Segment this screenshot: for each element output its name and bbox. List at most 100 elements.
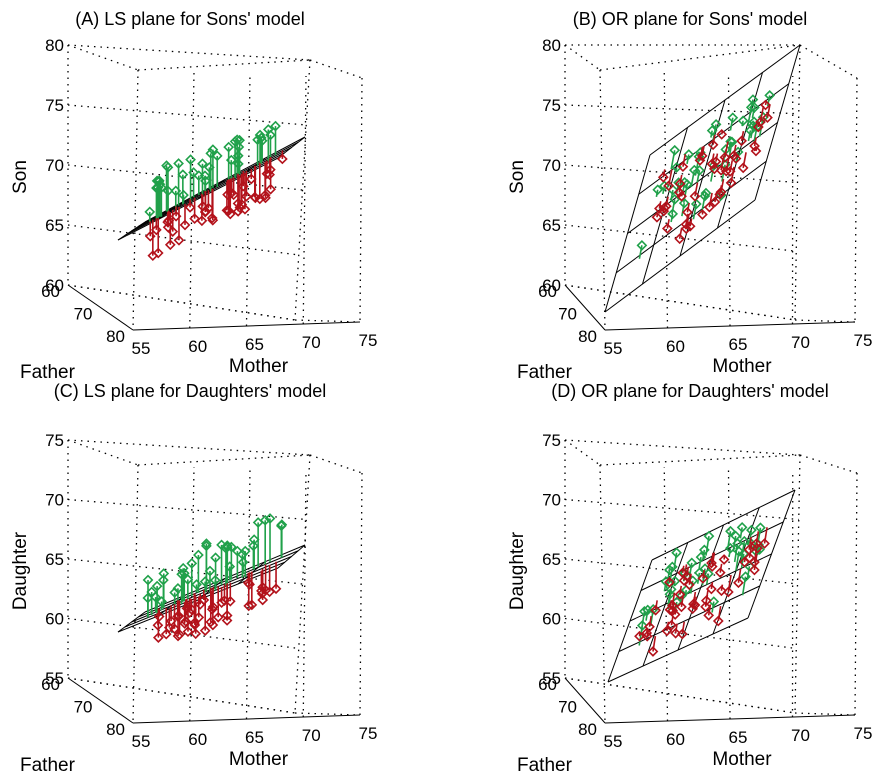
chart-panel-1: (A) LS plane for Sons' model 60 65 70 75 80 60… [10, 9, 377, 383]
residual-stem [737, 568, 742, 583]
data-point-red [733, 577, 744, 589]
residual-stem [702, 549, 706, 560]
x-tick-label: 65 [729, 335, 748, 354]
data-point-red [190, 628, 202, 640]
plane-mesh-line [649, 44, 801, 156]
y-tick-label: 80 [106, 327, 125, 346]
x-tick-label: 60 [188, 730, 207, 749]
data-point-red [249, 191, 261, 203]
data-point-red [744, 552, 755, 564]
data-point-red [179, 618, 191, 629]
data-point-red [647, 646, 659, 657]
residual-stem [720, 178, 725, 193]
data-point-green [201, 538, 212, 549]
data-point-red [700, 601, 711, 613]
data-point-red [684, 220, 696, 232]
grid-line [359, 472, 363, 716]
data-point-green [200, 540, 212, 552]
residual-stem [739, 527, 743, 539]
data-point-red [714, 189, 726, 200]
z-tick-label: 55 [45, 669, 64, 688]
x-axis-label: Mother [712, 749, 772, 770]
mother-axis [132, 714, 361, 724]
grid-line [245, 468, 251, 720]
data-point-green [210, 552, 221, 564]
residual-stem [694, 182, 699, 197]
data-point-green [204, 565, 216, 577]
z-axis-label: Son [507, 160, 528, 194]
data-point-red [167, 226, 179, 237]
y-axis-label: Father [20, 755, 76, 776]
x-tick-label: 70 [791, 726, 810, 745]
plane-mesh-line [138, 141, 299, 227]
data-point-green [669, 144, 681, 156]
data-point-red [654, 203, 665, 214]
grid-line [599, 464, 606, 724]
plane-mesh-line [144, 544, 306, 613]
data-point-green [239, 545, 251, 557]
father-axis [67, 677, 134, 724]
x-tick-label: 65 [729, 728, 748, 747]
z-tick-label: 75 [542, 96, 561, 115]
z-tick-label: 65 [45, 550, 64, 569]
data-point-green [264, 513, 276, 524]
data-point-red [174, 629, 185, 640]
data-point-red [651, 211, 663, 223]
residual-stem [686, 202, 690, 213]
y-tick-label: 60 [41, 282, 60, 301]
grid-line [564, 224, 797, 252]
residual-stem [685, 215, 690, 229]
data-point-green [248, 534, 260, 545]
data-point-red [152, 247, 164, 259]
data-point-red [709, 196, 721, 208]
residual-stem [681, 621, 685, 635]
data-point-red [173, 234, 185, 246]
x-tick-label: 55 [132, 732, 151, 751]
data-point-green [162, 161, 174, 173]
residual-stem [665, 196, 669, 207]
data-point-red [245, 173, 257, 185]
data-point-green [232, 158, 244, 170]
data-point-red [634, 630, 645, 642]
grid-line [132, 464, 139, 724]
z-axis-label: Daughter [507, 531, 528, 610]
data-point-red [737, 162, 749, 174]
residual-stem [755, 531, 760, 544]
data-point-red [207, 619, 219, 631]
data-point-red [760, 99, 771, 111]
y-tick-label: 70 [558, 305, 577, 324]
residual-stem [692, 203, 698, 220]
data-point-red [722, 586, 734, 598]
data-point-green [191, 579, 202, 590]
grid-line [67, 44, 311, 61]
grid-line [599, 69, 606, 331]
residual-stem [678, 227, 683, 239]
data-point-green [706, 125, 718, 137]
data-point-red [714, 567, 726, 579]
data-point-green [671, 162, 683, 173]
z-axis-label: Daughter [10, 531, 31, 610]
grid-line [599, 44, 801, 71]
grid-line [564, 439, 601, 466]
data-point-green [265, 129, 276, 141]
data-point-red [728, 150, 740, 162]
grid-line [564, 677, 796, 714]
residual-stem [747, 130, 752, 142]
residual-stem [750, 99, 754, 110]
x-axis-label: Mother [229, 356, 289, 377]
data-point-red [706, 557, 717, 569]
plane-mesh-line [144, 136, 306, 223]
data-point-green [746, 524, 757, 536]
grid-line [564, 284, 796, 321]
x-tick-label: 70 [791, 333, 810, 352]
residual-stem [688, 562, 693, 579]
data-point-red [674, 589, 686, 600]
residual-stem [718, 185, 723, 195]
x-axis-label: Mother [712, 356, 772, 377]
x-tick-label: 55 [604, 339, 623, 358]
grid-line [137, 59, 311, 71]
grid-line [727, 468, 731, 720]
data-point-red [674, 233, 686, 245]
data-point-red [144, 230, 156, 242]
